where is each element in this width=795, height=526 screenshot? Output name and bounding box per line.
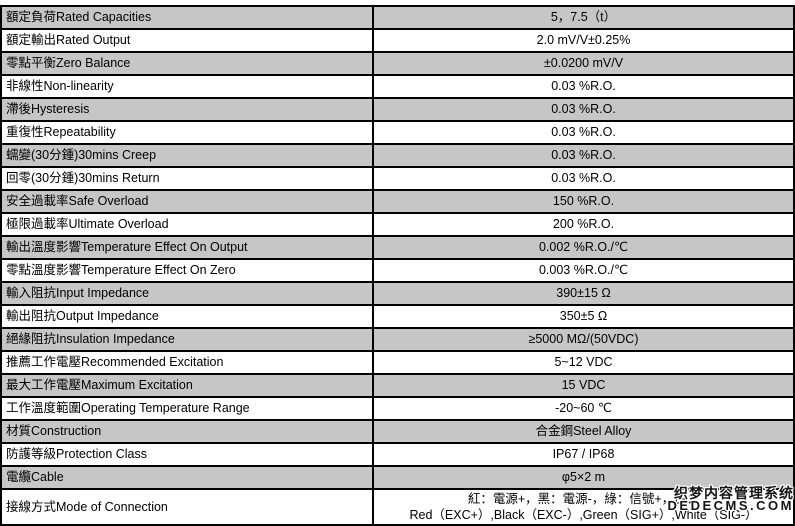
spec-label-cell: 重復性Repeatability [0,120,374,145]
spec-value-cell: 2.0 mV/V±0.25% [372,28,795,53]
spec-label-cell: 非線性Non-linearity [0,74,374,99]
spec-label-cell: 材質Construction [0,419,374,444]
table-row: 輸出溫度影響Temperature Effect On Output 0.002 … [0,235,795,260]
spec-value-cell: 0.03 %R.O. [372,143,795,168]
spec-label-cell: 絕緣阻抗Insulation Impedance [0,327,374,352]
spec-value-line: Red（EXC+）,Black（EXC-）,Green（SIG+）,White（… [409,508,758,522]
spec-label-cell: 零點平衡Zero Balance [0,51,374,76]
specification-table: 額定負荷Rated Capacities 5，7.5（t） 額定輸出Rated Ou… [0,5,795,526]
spec-value-cell: -20~60 ℃ [372,396,795,421]
spec-label-cell: 最大工作電壓Maximum Excitation [0,373,374,398]
spec-value-cell: 0.03 %R.O. [372,74,795,99]
spec-value-cell: 390±15 Ω [372,281,795,306]
table-row: 非線性Non-linearity 0.03 %R.O. [0,74,795,99]
table-row: 推薦工作電壓Recommended Excitation 5~12 VDC [0,350,795,375]
spec-value-cell: ≥5000 MΩ/(50VDC) [372,327,795,352]
spec-value-cell: 5，7.5（t） [372,5,795,30]
spec-label-cell: 安全過載率Safe Overload [0,189,374,214]
spec-value-cell: 0.03 %R.O. [372,166,795,191]
spec-value-cell: 0.003 %R.O./℃ [372,258,795,283]
spec-value-cell: 合金鋼Steel Alloy [372,419,795,444]
table-row: 極限過載率Ultimate Overload 200 %R.O. [0,212,795,237]
spec-label-cell: 零點溫度影響Temperature Effect On Zero [0,258,374,283]
table-row: 工作溫度範圍Operating Temperature Range -20~60 … [0,396,795,421]
spec-value-cell: 15 VDC [372,373,795,398]
spec-value-cell: IP67 / IP68 [372,442,795,467]
spec-value-cell: 0.03 %R.O. [372,120,795,145]
spec-value-cell: 紅：電源+，黑：電源-，綠：信號+，白： Red（EXC+）,Black（EXC-… [372,488,795,526]
spec-value-cell: 150 %R.O. [372,189,795,214]
table-row: 防護等級Protection Class IP67 / IP68 [0,442,795,467]
spec-label-cell: 工作溫度範圍Operating Temperature Range [0,396,374,421]
table-row: 輸出阻抗Output Impedance 350±5 Ω [0,304,795,329]
spec-label-cell: 電纜Cable [0,465,374,490]
table-row: 電纜Cable φ5×2 m [0,465,795,490]
spec-label-cell: 輸出阻抗Output Impedance [0,304,374,329]
table-row: 額定負荷Rated Capacities 5，7.5（t） [0,5,795,30]
spec-label-cell: 接線方式Mode of Connection [0,488,374,526]
table-row: 材質Construction 合金鋼Steel Alloy [0,419,795,444]
spec-value-line: 紅：電源+，黑：電源-，綠：信號+，白： [467,492,700,506]
table-row: 回零(30分鍾)30mins Return 0.03 %R.O. [0,166,795,191]
table-row: 零點平衡Zero Balance ±0.0200 mV/V [0,51,795,76]
spec-label-cell: 回零(30分鍾)30mins Return [0,166,374,191]
table-row: 絕緣阻抗Insulation Impedance ≥5000 MΩ/(50VDC) [0,327,795,352]
spec-value-cell: 350±5 Ω [372,304,795,329]
spec-label-cell: 防護等級Protection Class [0,442,374,467]
spec-value-cell: 0.002 %R.O./℃ [372,235,795,260]
spec-label-cell: 額定負荷Rated Capacities [0,5,374,30]
table-row: 最大工作電壓Maximum Excitation 15 VDC [0,373,795,398]
spec-label-cell: 蠕變(30分鍾)30mins Creep [0,143,374,168]
table-row: 滯後Hysteresis 0.03 %R.O. [0,97,795,122]
spec-value-cell: ±0.0200 mV/V [372,51,795,76]
table-row: 接線方式Mode of Connection 紅：電源+，黑：電源-，綠：信號+，… [0,488,795,526]
table-row: 零點溫度影響Temperature Effect On Zero 0.003 %R… [0,258,795,283]
spec-table-body: 額定負荷Rated Capacities 5，7.5（t） 額定輸出Rated Ou… [0,5,795,526]
spec-value-cell: 200 %R.O. [372,212,795,237]
cropped-row-remnant [0,0,795,5]
spec-value-cell: 5~12 VDC [372,350,795,375]
table-row: 重復性Repeatability 0.03 %R.O. [0,120,795,145]
table-row: 輸入阻抗Input Impedance 390±15 Ω [0,281,795,306]
table-row: 蠕變(30分鍾)30mins Creep 0.03 %R.O. [0,143,795,168]
spec-label-cell: 輸出溫度影響Temperature Effect On Output [0,235,374,260]
spec-value-cell: φ5×2 m [372,465,795,490]
table-row: 額定輸出Rated Output 2.0 mV/V±0.25% [0,28,795,53]
spec-label-cell: 輸入阻抗Input Impedance [0,281,374,306]
table-row: 安全過載率Safe Overload 150 %R.O. [0,189,795,214]
spec-label-cell: 極限過載率Ultimate Overload [0,212,374,237]
spec-label-cell: 額定輸出Rated Output [0,28,374,53]
spec-label-cell: 推薦工作電壓Recommended Excitation [0,350,374,375]
spec-value-cell: 0.03 %R.O. [372,97,795,122]
spec-label-cell: 滯後Hysteresis [0,97,374,122]
